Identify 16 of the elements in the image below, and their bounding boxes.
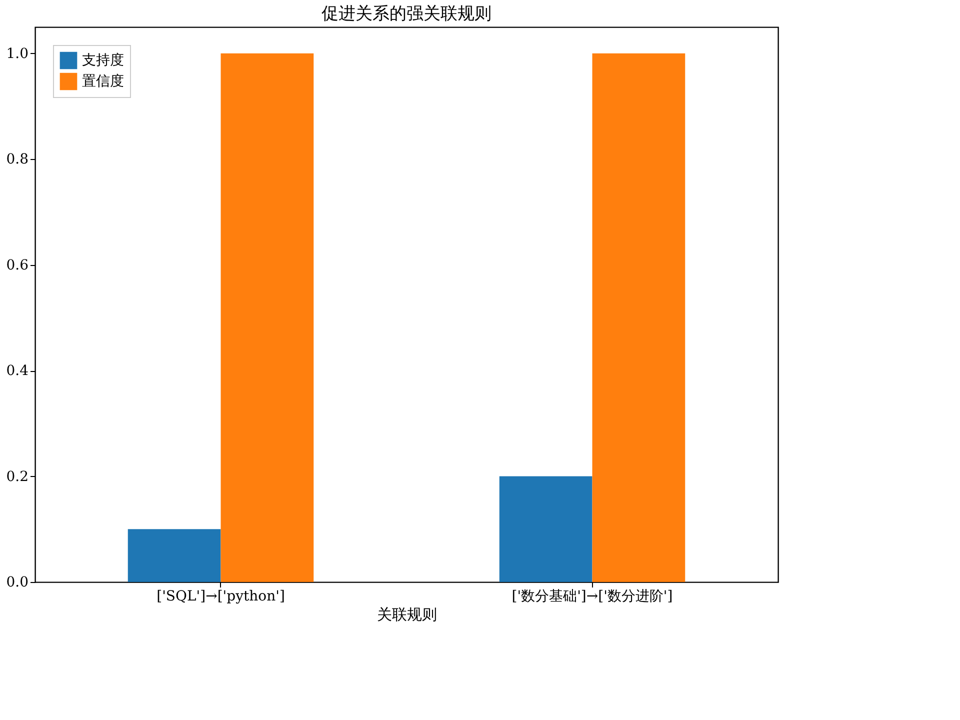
legend-label: 支持度 <box>82 52 124 68</box>
bar <box>592 53 686 582</box>
bar <box>128 529 221 582</box>
x-tick-label: ['SQL']→['python'] <box>156 588 285 604</box>
legend-label: 置信度 <box>82 74 124 90</box>
x-tick-label: ['数分基础']→['数分进阶'] <box>512 588 673 604</box>
y-tick-label: 1.0 <box>6 46 28 62</box>
chart-title: 促进关系的强关联规则 <box>322 4 492 24</box>
y-tick-label: 0.0 <box>6 574 28 590</box>
y-tick-label: 0.6 <box>6 257 29 274</box>
y-tick-label: 0.2 <box>6 468 28 485</box>
bar <box>499 476 592 582</box>
bar <box>220 53 314 582</box>
y-tick-label: 0.8 <box>6 152 28 168</box>
x-axis-title: 关联规则 <box>377 606 437 624</box>
y-tick-label: 0.4 <box>6 363 29 380</box>
